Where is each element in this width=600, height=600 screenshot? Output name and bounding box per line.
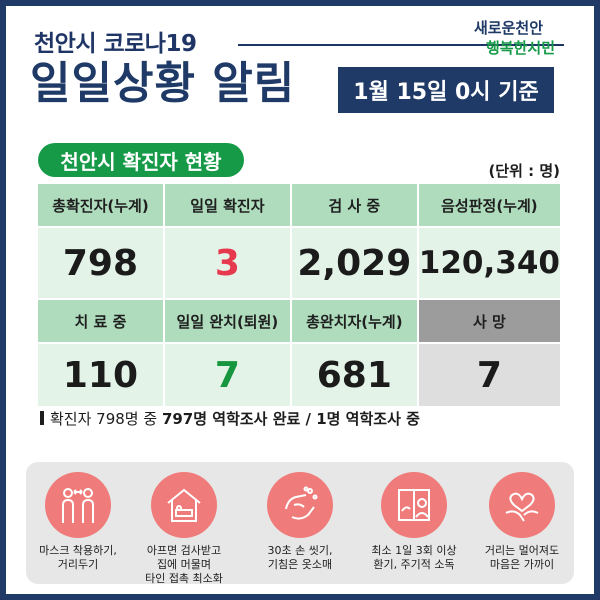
tip-label-line1: 최소 1일 3회 이상 bbox=[371, 544, 457, 557]
stat-header-testing: 검 사 중 bbox=[291, 184, 417, 226]
window-ventilation-icon bbox=[381, 472, 447, 538]
stats-grid: 총확진자(누계) 일일 확진자 검 사 중 음성판정(누계) 798 3 2,0… bbox=[38, 184, 560, 406]
note-bullet bbox=[40, 411, 44, 425]
logo-line2: 행복한시민 bbox=[486, 39, 555, 57]
tip-label-line2: 마음은 가까이 bbox=[489, 558, 555, 571]
stat-value-testing: 2,029 bbox=[291, 228, 417, 298]
stat-header-total-recovered: 총완치자(누계) bbox=[291, 300, 417, 342]
note-prefix: 확진자 798명 중 bbox=[50, 410, 162, 428]
tip-label-line3: 타인 접촉 최소화 bbox=[145, 572, 223, 585]
date-badge: 1월 15일 0시 기준 bbox=[338, 67, 554, 113]
unit-note: (단위 : 명) bbox=[488, 162, 560, 180]
tip-ventilation: 최소 1일 3회 이상 환기, 주기적 소독 bbox=[362, 472, 466, 572]
heart-hands-icon bbox=[489, 472, 555, 538]
tip-stay-connected: 거리는 멀어져도 마음은 가까이 bbox=[470, 472, 574, 572]
house-bed-icon bbox=[151, 472, 217, 538]
stat-value-in-treatment: 110 bbox=[38, 344, 163, 406]
stat-value-daily-confirmed: 3 bbox=[164, 228, 290, 298]
tip-label-line1: 거리는 멀어져도 bbox=[484, 544, 560, 557]
stat-header-in-treatment: 치 료 중 bbox=[38, 300, 163, 342]
stat-value-deaths: 7 bbox=[418, 344, 560, 406]
stat-header-total-confirmed: 총확진자(누계) bbox=[38, 184, 163, 226]
tip-label-line1: 마스크 착용하기, bbox=[39, 544, 117, 557]
tip-hand-washing: 30초 손 씻기, 기침은 옷소매 bbox=[248, 472, 352, 572]
epidemiology-note: 확진자 798명 중 797명 역학조사 완료 / 1명 역학조사 중 bbox=[40, 408, 420, 429]
tip-label-line2: 환기, 주기적 소독 bbox=[373, 558, 455, 571]
stat-header-daily-recovered: 일일 완치(퇴원) bbox=[164, 300, 290, 342]
two-people-mask-icon bbox=[45, 472, 111, 538]
tip-label-line2: 거리두기 bbox=[57, 558, 99, 571]
tip-label-line2: 기침은 옷소매 bbox=[267, 558, 333, 571]
stat-value-negative: 120,340 bbox=[418, 228, 560, 298]
stat-header-daily-confirmed: 일일 확진자 bbox=[164, 184, 290, 226]
stat-value-daily-recovered: 7 bbox=[164, 344, 290, 406]
tip-label-line1: 30초 손 씻기, bbox=[267, 544, 333, 557]
tip-label-line2: 집에 머물며 bbox=[156, 558, 212, 571]
tip-label-line1: 아프면 검사받고 bbox=[146, 544, 222, 557]
stat-header-deaths: 사 망 bbox=[418, 300, 560, 342]
section-label: 천안시 확진자 현황 bbox=[38, 143, 244, 177]
stat-value-total-recovered: 681 bbox=[291, 344, 417, 406]
stat-value-total-confirmed: 798 bbox=[38, 228, 163, 298]
note-bold: 797명 역학조사 완료 / 1명 역학조사 중 bbox=[161, 410, 420, 428]
page-title: 일일상황 알림 bbox=[30, 58, 296, 109]
logo-line1: 새로운천안 bbox=[474, 19, 543, 37]
stat-header-negative: 음성판정(누계) bbox=[418, 184, 560, 226]
tip-mask-distance: 마스크 착용하기, 거리두기 bbox=[26, 472, 130, 572]
hand-washing-icon bbox=[267, 472, 333, 538]
tip-stay-home: 아프면 검사받고 집에 머물며 타인 접촉 최소화 bbox=[132, 472, 236, 586]
title-divider bbox=[238, 44, 564, 46]
page-subtitle: 천안시 코로나19 bbox=[34, 31, 197, 57]
city-logo: 새로운천안 행복한시민 bbox=[470, 14, 570, 58]
